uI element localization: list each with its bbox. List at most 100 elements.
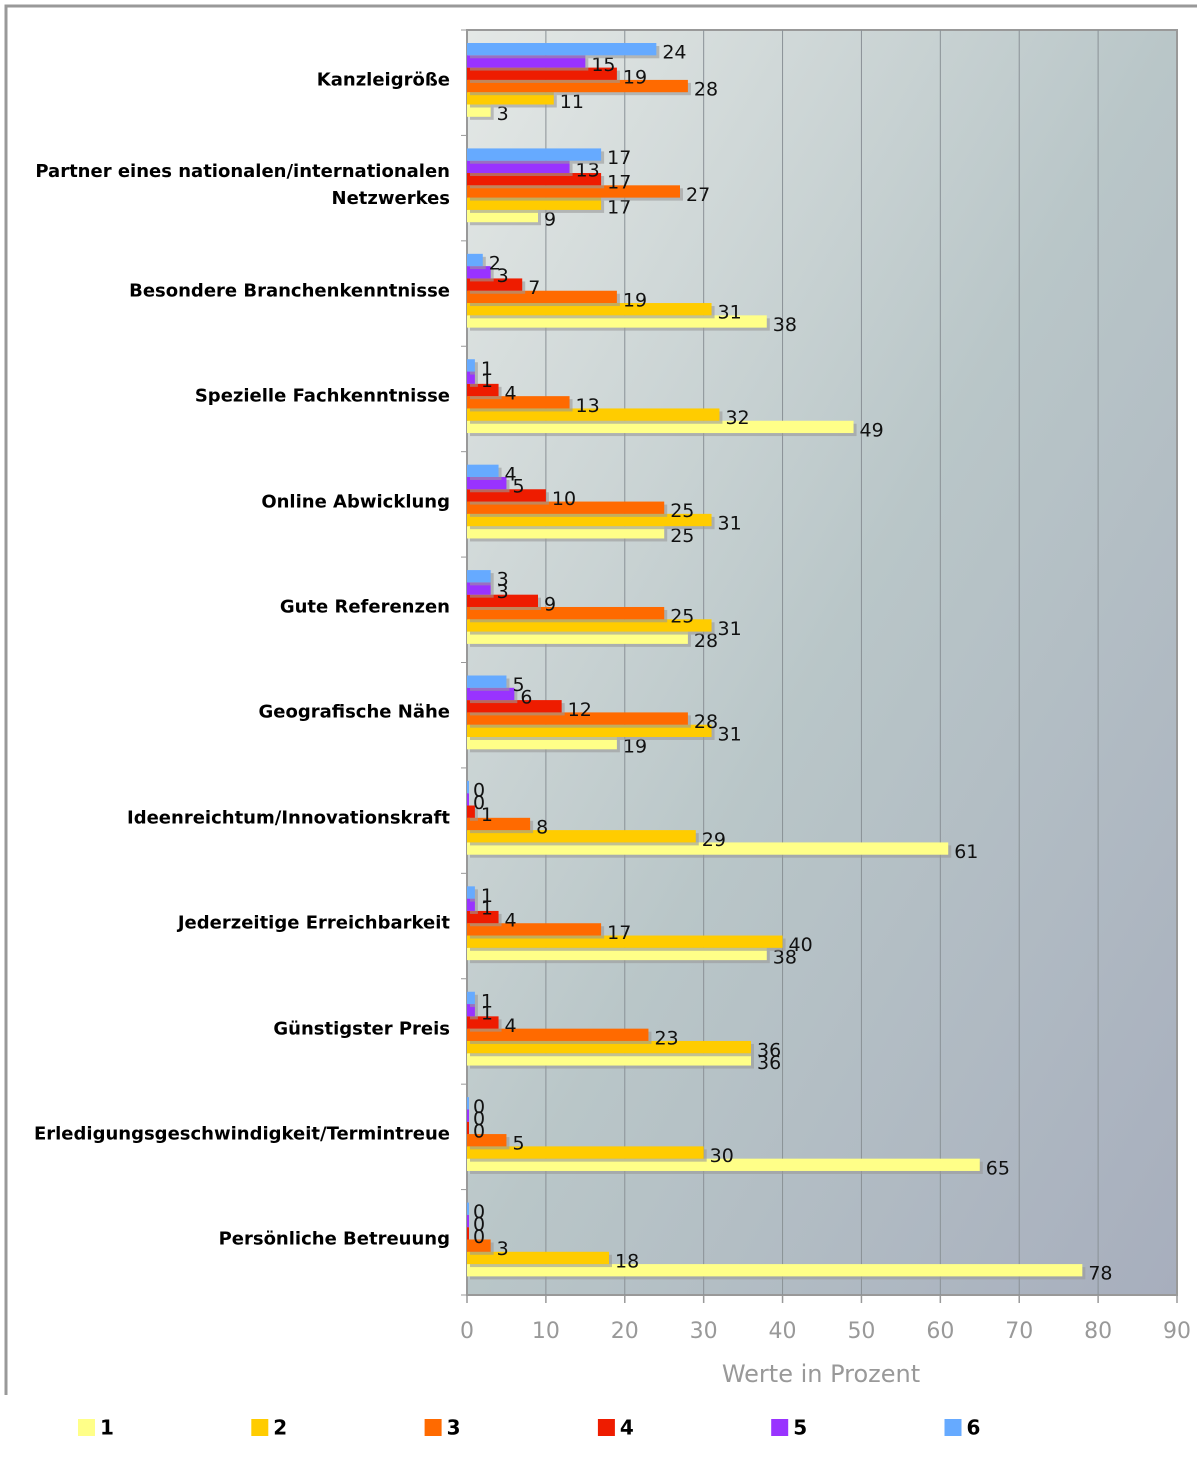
bar [467,173,602,186]
value-label: 65 [986,1157,1010,1179]
value-label: 1 [481,1003,493,1025]
x-tick-label: 40 [769,1319,797,1344]
bar [467,290,617,304]
value-label: 3 [497,103,509,125]
value-label: 0 [473,1226,485,1248]
bar [467,104,491,117]
bar [467,476,507,490]
category-label: Online Abwicklung [261,491,450,513]
legend-label: 5 [793,1416,807,1440]
value-label: 0 [473,1108,485,1130]
bar [467,947,767,961]
bar [467,489,546,502]
bar [467,371,475,384]
bar [467,1053,751,1066]
bar [467,1251,609,1265]
category-label: Jederzeitige Erreichbarkeit [177,912,450,934]
bar [467,712,688,725]
value-label: 15 [591,54,615,76]
value-label: 4 [505,1015,517,1037]
x-tick-label: 90 [1163,1319,1191,1344]
x-tick-label: 20 [611,1319,639,1344]
value-label: 61 [954,841,978,863]
legend-label: 4 [620,1416,634,1440]
value-label: 4 [505,383,517,405]
bar [467,513,712,527]
bar [467,842,949,855]
value-label: 7 [528,277,540,299]
category-label: Ideenreichtum/Innovationskraft [127,807,450,829]
bar [467,464,499,477]
value-label: 1 [481,990,493,1012]
value-label: 0 [473,1096,485,1118]
bar [467,501,665,514]
bar [467,160,570,174]
value-label: 31 [718,302,742,324]
bar [467,700,562,713]
bar [467,830,696,843]
x-axis-title: Werte in Prozent [722,1360,920,1388]
bar [467,209,538,223]
bar [467,396,570,409]
bar [467,594,538,607]
bar [467,1028,649,1041]
bar [467,619,712,632]
bar [467,991,475,1005]
bar [467,92,554,105]
value-label: 36 [757,1052,781,1074]
legend-swatch [944,1419,962,1436]
category-label: Kanzleigröße [316,69,450,91]
bar [467,1264,1083,1277]
value-label: 25 [670,500,694,522]
legend-label: 2 [273,1416,287,1440]
value-label: 28 [694,711,718,733]
bar [467,1121,469,1135]
value-label: 31 [718,513,742,535]
bar [467,793,469,806]
bar [467,1097,469,1110]
value-label: 32 [725,407,749,429]
x-tick-label: 0 [460,1319,474,1344]
bar [467,1134,507,1147]
value-label: 23 [654,1027,678,1049]
x-tick-label: 60 [926,1319,954,1344]
bar [467,79,688,93]
category-label: Gute Referenzen [279,596,450,618]
value-label: 3 [497,265,509,287]
value-label: 19 [623,736,647,758]
category-label: Partner eines nationalen/internationalen… [35,161,450,210]
bar [467,1227,469,1240]
value-label: 38 [773,314,797,336]
bar [467,780,469,794]
value-label: 1 [481,370,493,392]
value-label: 25 [670,606,694,628]
bar [467,1109,469,1122]
bar [467,898,475,911]
value-label: 28 [694,79,718,101]
bar [467,1239,491,1252]
value-label: 29 [702,829,726,851]
legend-label: 6 [967,1416,981,1440]
bar [467,526,665,539]
bar [467,185,680,198]
legend-swatch [251,1419,269,1436]
value-label: 12 [568,699,592,721]
value-label: 13 [576,395,600,417]
value-label: 17 [607,147,631,169]
legend-label: 1 [100,1416,114,1440]
bar [467,420,854,434]
category-label: Spezielle Fachkenntnisse [194,385,450,407]
value-label: 31 [718,618,742,640]
category-label: Günstigster Preis [273,1018,450,1040]
value-label: 3 [497,581,509,603]
value-label: 4 [505,910,517,932]
legend-swatch [771,1419,789,1436]
bar [467,383,499,397]
x-tick-label: 30 [690,1319,718,1344]
value-label: 17 [607,172,631,194]
value-label: 5 [512,674,524,696]
bar [467,278,523,291]
bar [467,266,491,279]
value-label: 1 [481,897,493,919]
